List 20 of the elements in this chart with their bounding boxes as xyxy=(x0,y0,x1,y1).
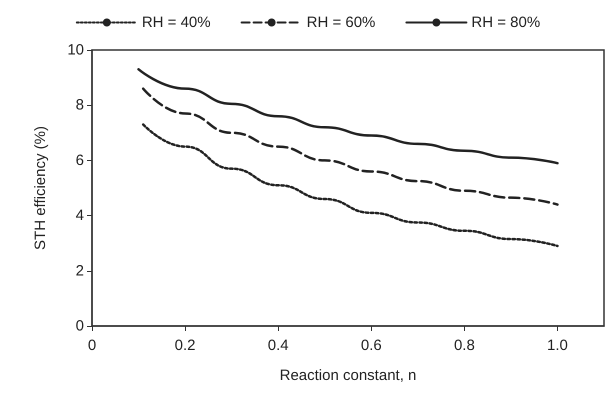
x-tick-label: 0.4 xyxy=(268,337,289,354)
line-series xyxy=(137,68,559,164)
line-series xyxy=(142,87,559,206)
y-tick-label: 2 xyxy=(76,262,84,280)
legend-label: RH = 80% xyxy=(471,14,540,31)
legend-label: RH = 60% xyxy=(306,14,376,31)
y-axis-title: STH efficiency (%) xyxy=(32,126,49,250)
y-tick-label: 8 xyxy=(76,96,84,114)
y-tick-label: 4 xyxy=(76,207,84,224)
line-series xyxy=(142,123,559,248)
x-tick-label: 0.2 xyxy=(174,337,196,354)
y-tick-label: 6 xyxy=(76,152,84,169)
legend-label: RH = 40% xyxy=(142,14,211,31)
x-axis-title: Reaction constant, n xyxy=(280,367,416,384)
x-tick-label: 0 xyxy=(88,337,96,354)
y-tick-label: 10 xyxy=(67,42,84,58)
y-tick-label: 0 xyxy=(76,318,84,334)
x-tick-label: 0.6 xyxy=(360,337,382,354)
x-tick-label: 1.0 xyxy=(547,337,568,354)
x-tick-label: 0.8 xyxy=(454,337,475,354)
